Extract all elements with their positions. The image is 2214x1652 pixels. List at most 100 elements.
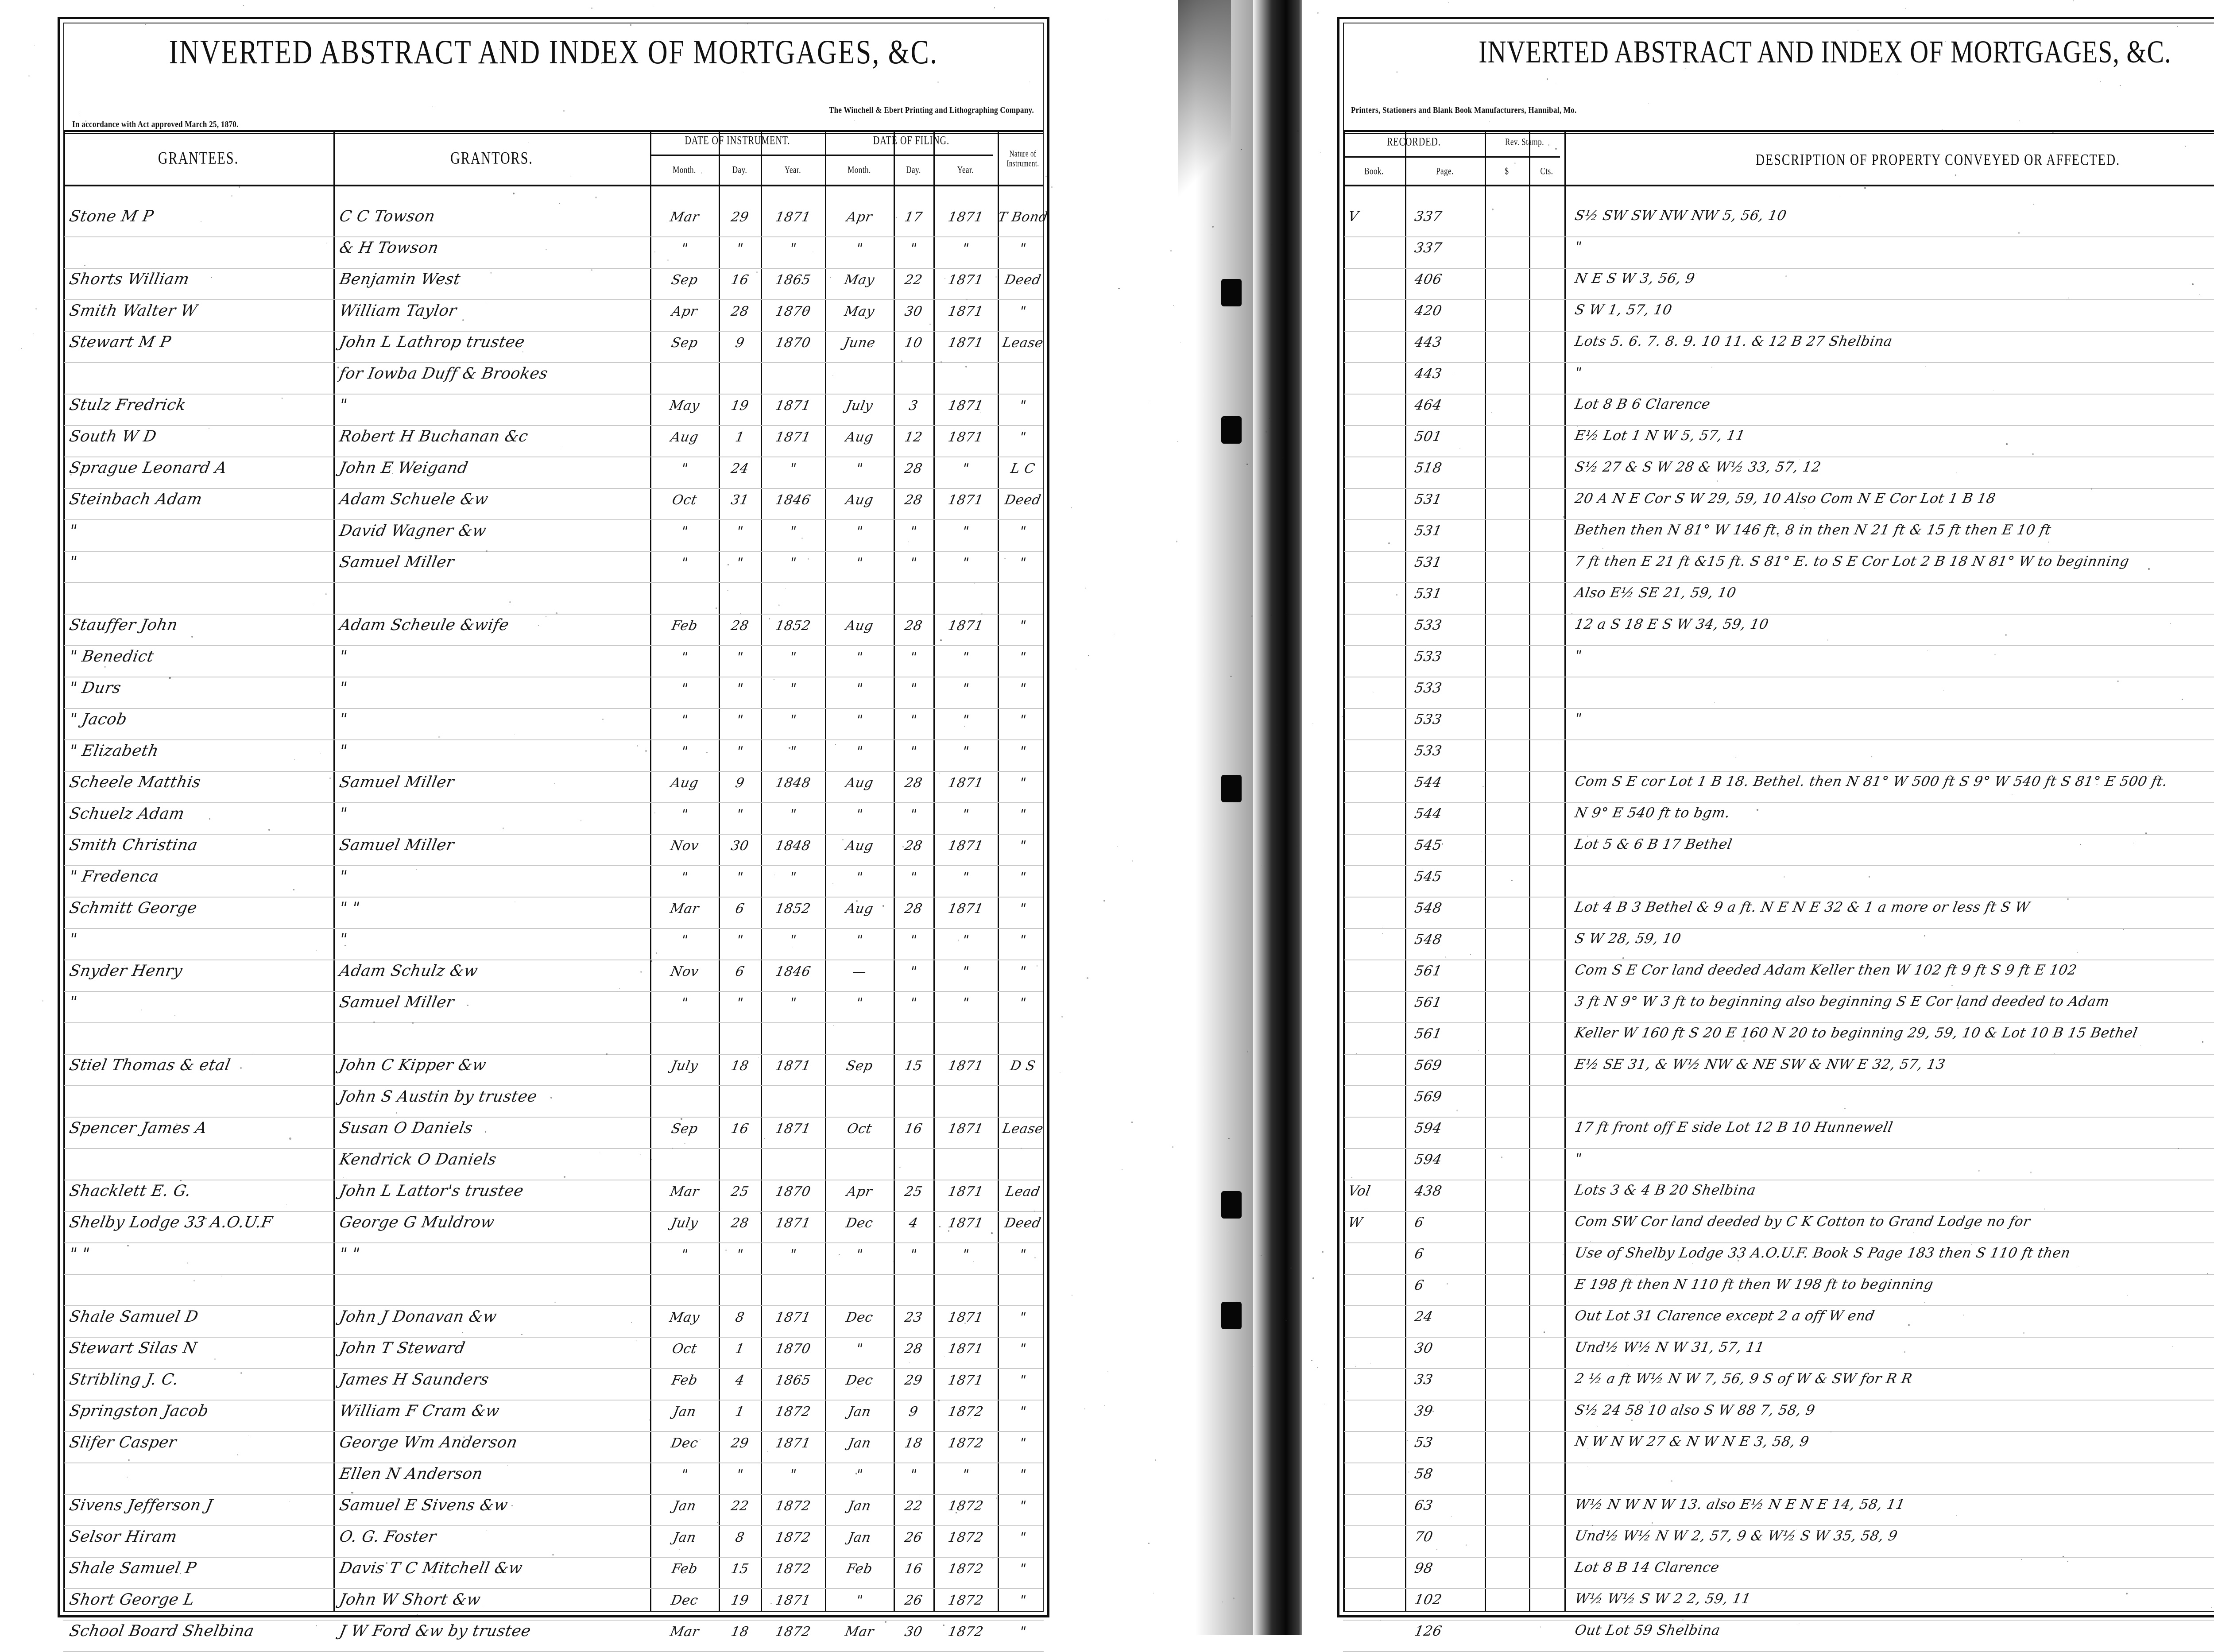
handwritten-entry: 501 <box>1413 429 1444 445</box>
header-grantors-label: GRANTORS. <box>450 149 533 168</box>
scan-speckle <box>769 618 770 619</box>
scan-speckle <box>35 308 37 309</box>
handwritten-entry: 6 <box>1413 1277 1425 1293</box>
handwritten-entry: S W 28, 59, 10 <box>1574 931 1683 947</box>
header-grantors: GRANTORS. <box>333 143 650 174</box>
scan-speckle <box>1228 1138 1229 1139</box>
handwritten-entry: 569 <box>1413 1089 1444 1105</box>
ledger-row-baseline <box>1343 362 2214 363</box>
handwritten-entry: Stone M P <box>68 208 155 225</box>
scan-speckle <box>2120 85 2121 86</box>
scan-speckle <box>554 1302 556 1304</box>
ledger-row-baseline <box>1343 1557 2214 1558</box>
handwritten-entry: 533 <box>1413 680 1444 696</box>
handwritten-entry: Spencer James A <box>68 1119 209 1137</box>
right-page-sheet: INVERTED ABSTRACT AND INDEX OF MORTGAGES… <box>1337 17 2214 1617</box>
scan-speckle <box>856 900 858 902</box>
ledger-row-baseline <box>63 802 1044 803</box>
handwritten-entry: D S <box>982 1058 1064 1074</box>
scan-speckle <box>1447 1283 1448 1284</box>
handwritten-entry: 561 <box>1413 1026 1444 1042</box>
header-page-label: Page. <box>1436 166 1454 177</box>
handwritten-entry: " " <box>68 1245 91 1263</box>
scan-speckle <box>1955 174 1956 176</box>
handwritten-entry: 533 <box>1413 617 1444 633</box>
handwritten-entry: 53 <box>1413 1435 1435 1451</box>
handwritten-entry: Selsor Hiram <box>68 1528 178 1546</box>
handwritten-entry: " <box>982 555 1064 571</box>
column-rule <box>1343 130 1345 1612</box>
handwritten-entry: Stauffer John <box>68 616 179 634</box>
header-book-label: Book. <box>1364 166 1384 177</box>
scan-speckle <box>645 750 647 752</box>
scan-speckle <box>325 593 327 595</box>
ledger-row-baseline <box>1343 394 2214 395</box>
scan-speckle <box>1223 418 1225 419</box>
scan-speckle <box>966 299 968 300</box>
scan-speckle <box>2080 844 2081 845</box>
handwritten-entry: " <box>982 1561 1064 1577</box>
scan-speckle <box>145 407 147 409</box>
ledger-row-baseline <box>1343 1494 2214 1495</box>
scan-speckle <box>1317 12 1319 14</box>
scan-speckle <box>438 736 440 738</box>
row-rule <box>1343 133 2214 134</box>
scan-speckle <box>601 62 602 64</box>
left-ledger-page: INVERTED ABSTRACT AND INDEX OF MORTGAGES… <box>0 0 1107 1635</box>
handwritten-entry: 464 <box>1413 397 1444 413</box>
header-filing-year-label: Year. <box>957 164 974 176</box>
scan-speckle <box>2006 443 2007 445</box>
handwritten-entry: Lot 8 B 14 Clarence <box>1574 1559 1721 1575</box>
handwritten-entry: " <box>982 1247 1064 1262</box>
binding-mark <box>1221 279 1242 306</box>
scan-speckle <box>522 351 523 352</box>
scan-speckle <box>631 1322 632 1323</box>
scan-speckle <box>509 601 511 603</box>
handwritten-entry: " <box>1574 711 1583 727</box>
header-dollars-label: $ <box>1505 166 1509 177</box>
ledger-row-baseline <box>63 739 1044 740</box>
header-instrument-year: Year. <box>761 157 825 183</box>
scan-speckle <box>84 265 85 266</box>
scan-speckle <box>556 612 557 614</box>
ledger-row-baseline <box>63 1368 1044 1369</box>
right-page-title: INVERTED ABSTRACT AND INDEX OF MORTGAGES… <box>1479 33 2171 70</box>
scan-speckle <box>1816 779 1817 780</box>
scan-speckle <box>564 1176 565 1178</box>
handwritten-entry: S½ 24 58 10 also S W 88 7, 58, 9 <box>1574 1402 1816 1418</box>
header-instrument-month-label: Month. <box>673 164 696 176</box>
handwritten-entry: 548 <box>1413 900 1444 916</box>
ledger-row-baseline <box>1343 1274 2214 1275</box>
scan-speckle <box>790 1415 791 1416</box>
handwritten-entry: " <box>68 553 78 571</box>
handwritten-entry: Robert H Buchanan &c <box>338 428 530 445</box>
scan-speckle <box>899 1167 901 1168</box>
handwritten-entry: C C Towson <box>338 208 437 225</box>
handwritten-entry: " <box>338 742 348 760</box>
scan-speckle <box>2091 488 2092 490</box>
handwritten-entry: Lead <box>982 1184 1064 1199</box>
handwritten-entry: Springston Jacob <box>68 1402 210 1420</box>
scan-speckle <box>320 753 321 754</box>
scan-speckle <box>1951 985 1953 986</box>
handwritten-entry: " <box>982 870 1064 885</box>
handwritten-entry: George G Muldrow <box>338 1214 496 1231</box>
handwritten-entry: Scheele Matthis <box>68 774 202 791</box>
handwritten-entry: Adam Scheule &wife <box>338 616 511 634</box>
handwritten-entry: " <box>982 744 1064 759</box>
ledger-row-baseline <box>1343 582 2214 583</box>
handwritten-entry: " <box>982 1467 1064 1482</box>
ledger-row-baseline <box>63 519 1044 520</box>
scan-speckle <box>231 195 232 196</box>
handwritten-entry: Com S E cor Lot 1 B 18. Bethel. then N 8… <box>1574 774 2169 789</box>
ledger-row-baseline <box>1343 865 2214 866</box>
scan-speckle <box>839 1254 840 1255</box>
scan-speckle <box>2067 898 2068 900</box>
scan-speckle <box>1355 1366 1356 1367</box>
scan-speckle <box>651 960 652 962</box>
ledger-row-baseline <box>63 1022 1044 1023</box>
binding-mark <box>1221 775 1242 802</box>
binding-mark <box>1221 1302 1242 1329</box>
handwritten-entry: 102 <box>1413 1592 1444 1608</box>
handwritten-entry: " <box>982 1373 1064 1388</box>
